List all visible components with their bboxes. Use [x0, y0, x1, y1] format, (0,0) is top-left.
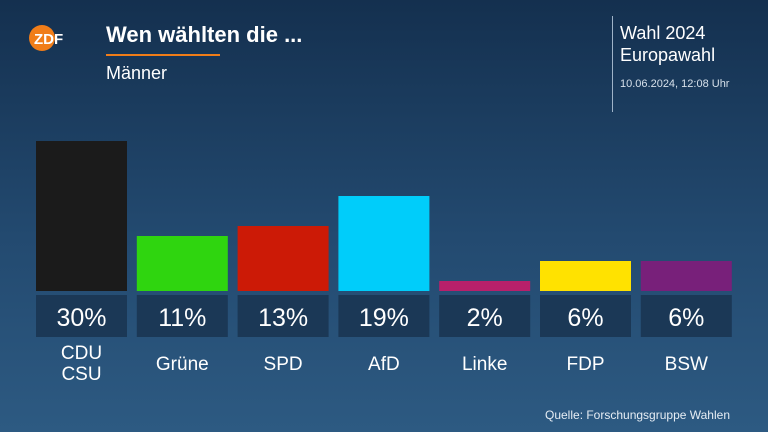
- value-box-5: [540, 295, 631, 337]
- value-box-3: [338, 295, 430, 337]
- source-note: Quelle: Forschungsgruppe Wahlen: [545, 408, 730, 422]
- value-label-5: 6%: [567, 304, 603, 332]
- title-underline: [106, 54, 220, 56]
- bar-4: [439, 281, 531, 291]
- category-label-2: SPD: [264, 354, 303, 375]
- header-divider: [612, 16, 613, 112]
- value-label-4: 2%: [467, 304, 503, 332]
- category-label-1: Grüne: [156, 354, 209, 375]
- election-name: Europawahl: [620, 45, 716, 65]
- value-box-4: [439, 295, 531, 337]
- category-label-3: AfD: [368, 354, 400, 375]
- value-label-6: 6%: [668, 304, 704, 332]
- bar-6: [640, 261, 732, 291]
- bar-5: [540, 261, 631, 291]
- zdf-logo: ZDF: [29, 25, 63, 51]
- value-label-0: 30%: [56, 304, 106, 332]
- value-label-1: 11%: [158, 304, 206, 332]
- category-label-0: CDU CSU: [61, 343, 102, 385]
- chart-title: Wen wählten die ...: [106, 22, 303, 47]
- value-box-1: [136, 295, 228, 337]
- category-label-4: Linke: [462, 354, 507, 375]
- value-box-2: [237, 295, 329, 337]
- bar-2: [237, 226, 329, 291]
- value-box-6: [640, 295, 732, 337]
- bar-1: [136, 236, 228, 291]
- value-box-0: [36, 295, 127, 337]
- bar-0: [36, 141, 127, 291]
- bar-3: [338, 196, 430, 291]
- chart-subtitle: Männer: [106, 63, 168, 83]
- category-label-6: BSW: [665, 354, 708, 375]
- election-year: Wahl 2024: [620, 23, 706, 43]
- value-label-3: 19%: [359, 304, 409, 332]
- category-label-5: FDP: [567, 354, 605, 375]
- timestamp: 10.06.2024, 12:08 Uhr: [620, 78, 730, 90]
- logo-text: ZDF: [34, 31, 63, 48]
- value-label-2: 13%: [258, 304, 308, 332]
- election-info: Wahl 2024 Europawahl: [620, 22, 715, 66]
